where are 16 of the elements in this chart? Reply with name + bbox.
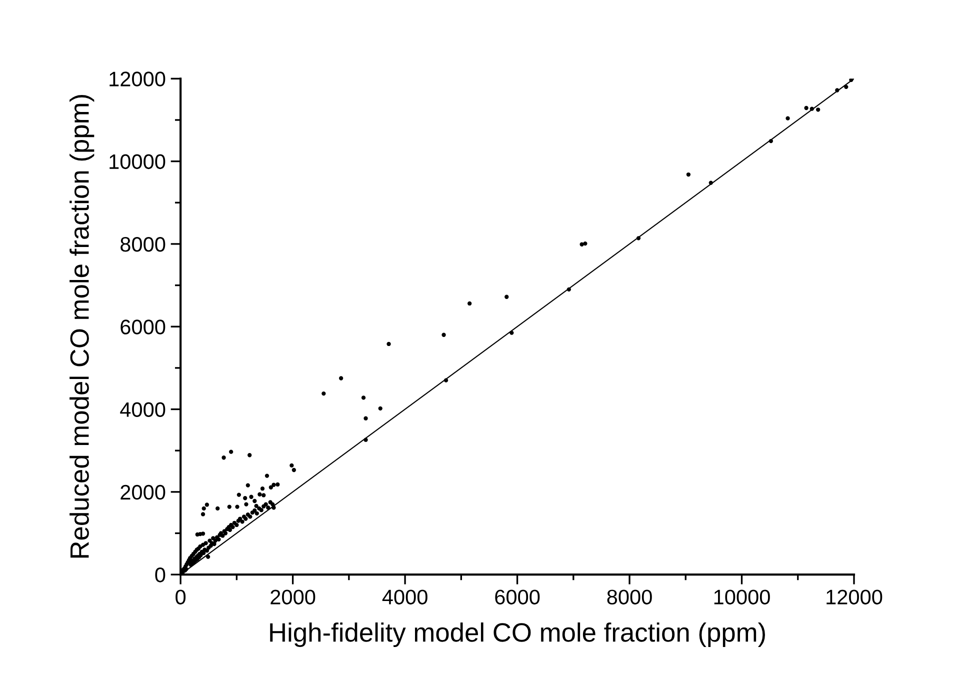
- y-tick-label: 0: [155, 568, 166, 582]
- y-tick-label: 8000: [120, 236, 166, 252]
- y-tick-label: 4000: [120, 402, 166, 418]
- y-tick-label: 6000: [120, 320, 166, 334]
- y-tick-label: 12000: [110, 72, 166, 86]
- x-tick-label: 8000: [607, 590, 652, 604]
- x-tick-label: 12000: [826, 590, 882, 604]
- x-tick-label: 4000: [382, 590, 428, 604]
- y-tick-label: 10000: [110, 154, 166, 170]
- x-tick-label: 10000: [714, 590, 770, 604]
- y-tick-label: 2000: [120, 484, 166, 500]
- y-axis-title: Reduced model CO mole fraction (ppm): [70, 95, 94, 558]
- x-tick-label: 6000: [495, 590, 540, 604]
- x-tick-label: 2000: [270, 590, 316, 604]
- x-axis-title: High-fidelity model CO mole fraction (ppm): [270, 622, 765, 648]
- x-tick-label: 0: [176, 590, 186, 604]
